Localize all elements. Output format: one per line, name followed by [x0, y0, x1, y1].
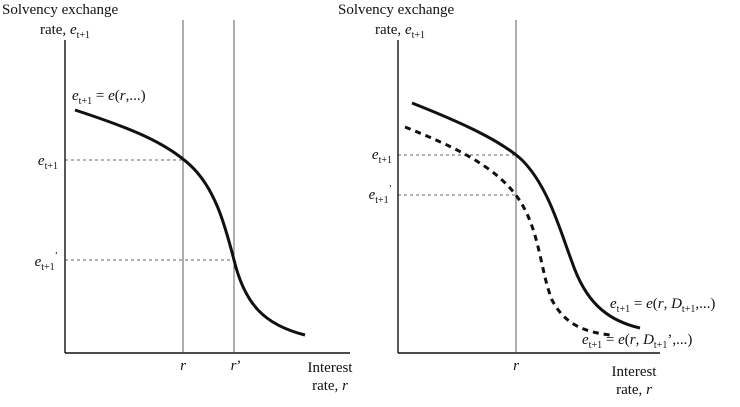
text-segment: t+1	[41, 262, 54, 273]
text-segment: r	[342, 378, 348, 394]
text-segment: e	[618, 332, 625, 348]
text-segment: ’	[236, 358, 241, 374]
text-segment: e	[610, 296, 617, 312]
x-axis-label: Interest	[308, 360, 354, 376]
text-segment: =	[602, 332, 618, 348]
text-segment: e	[70, 22, 77, 38]
text-segment: e	[582, 332, 589, 348]
curve-label: et+1 = e(r, Dt+1,...)	[610, 296, 715, 315]
text-segment: rate,	[40, 22, 70, 38]
text-segment: t+1	[682, 304, 695, 315]
text-segment: e	[72, 88, 79, 104]
y-tick-label: et+1	[38, 153, 58, 172]
x-tick-label: r’	[231, 358, 242, 374]
text-segment: =	[92, 88, 108, 104]
text-segment: ,	[636, 332, 644, 348]
text-segment: t+1	[412, 30, 425, 41]
text-segment: e	[372, 147, 379, 163]
x-axis-label: rate, r	[312, 378, 348, 394]
text-segment: r	[231, 358, 237, 374]
text-segment: rate,	[375, 22, 405, 38]
curve-label: et+1 = e(r,...)	[72, 88, 146, 107]
text-segment: rate,	[312, 378, 342, 394]
text-segment: t+1	[77, 30, 90, 41]
text-segment: Solvency exchange	[338, 2, 455, 18]
text-segment: t+1	[45, 161, 58, 172]
y-axis-label: Solvency exchange	[2, 2, 119, 18]
text-segment: ,	[664, 296, 672, 312]
text-segment: t+1	[589, 340, 602, 351]
text-segment: D	[670, 296, 682, 312]
y-axis-label: rate, et+1	[375, 22, 425, 41]
text-segment: =	[630, 296, 646, 312]
text-segment: t+1	[654, 340, 667, 351]
curve-label: et+1 = e(r, Dt+1’,...)	[582, 332, 692, 351]
text-segment: ,...)	[695, 296, 715, 312]
text-segment: e	[646, 296, 653, 312]
y-axis-label: Solvency exchange	[338, 2, 455, 18]
x-axis-label: rate, r	[616, 382, 652, 398]
text-segment: e	[369, 187, 376, 203]
text-segment: r	[658, 296, 664, 312]
text-segment: e	[35, 254, 42, 270]
text-segment: ’,...)	[667, 332, 692, 348]
text-segment: r	[630, 332, 636, 348]
text-segment: D	[642, 332, 654, 348]
y-tick-label: et+1’	[369, 184, 392, 206]
text-segment: t+1	[617, 304, 630, 315]
text-segment: Solvency exchange	[2, 2, 119, 18]
curve	[411, 101, 641, 330]
x-tick-label: r	[513, 358, 519, 374]
text-segment: t+1	[79, 96, 92, 107]
text-segment: t+1	[379, 155, 392, 166]
text-segment: (	[653, 296, 658, 312]
text-segment: r	[120, 88, 126, 104]
x-tick-label: r	[180, 358, 186, 374]
text-segment: r	[180, 358, 186, 374]
text-segment: Interest	[612, 364, 658, 380]
text-segment: r	[513, 358, 519, 374]
text-segment: (	[115, 88, 120, 104]
text-segment: e	[38, 153, 45, 169]
text-segment: Interest	[308, 360, 354, 376]
text-segment: t+1	[375, 195, 388, 206]
text-segment: r	[646, 382, 652, 398]
text-segment: ’	[55, 251, 58, 262]
text-segment: e	[405, 22, 412, 38]
curve	[74, 108, 306, 337]
text-segment: (	[625, 332, 630, 348]
text-segment: rate,	[616, 382, 646, 398]
y-axis-label: rate, et+1	[40, 22, 90, 41]
text-segment: ,...)	[126, 88, 146, 104]
y-tick-label: et+1	[372, 147, 392, 166]
text-segment: ’	[389, 184, 392, 195]
x-axis-label: Interest	[612, 364, 658, 380]
shifted-curve	[404, 125, 611, 337]
text-segment: e	[108, 88, 115, 104]
y-tick-label: et+1’	[35, 251, 58, 273]
